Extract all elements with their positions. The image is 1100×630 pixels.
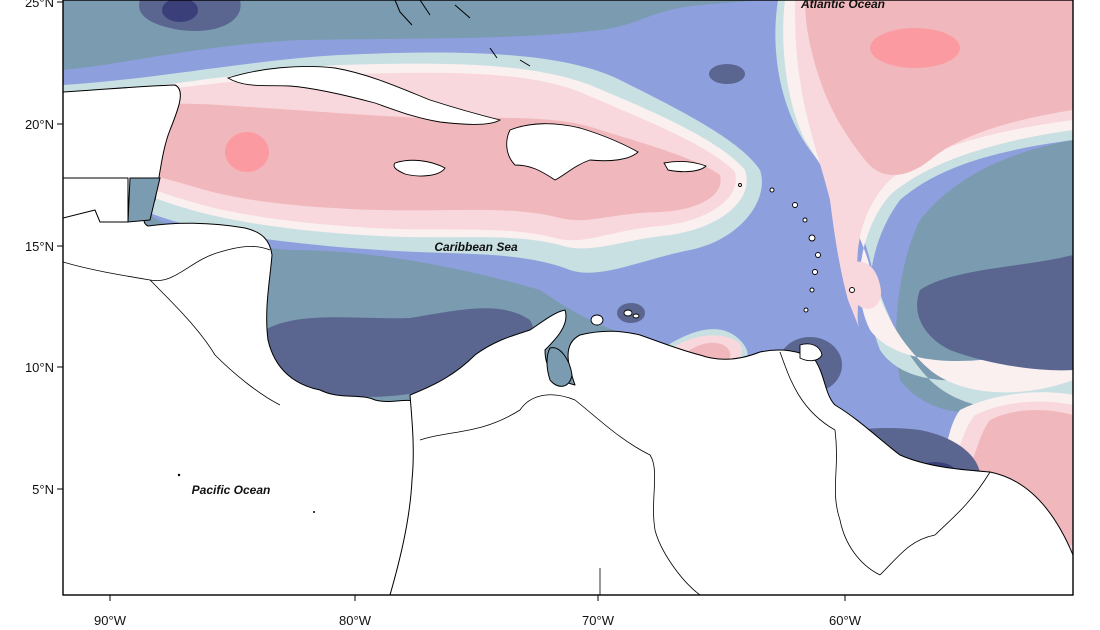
island-trinidad [799,343,823,362]
island-puerto-rico [663,161,707,173]
island-bahamas [394,0,531,67]
label-atlantic-ocean: Atlantic Ocean [800,0,885,11]
land-belize [63,177,129,223]
lat-label-10n: 10°N [25,360,54,375]
island-pacific-islet-2 [313,511,315,513]
islands-abc [590,309,640,326]
lon-label-90w: 90°W [94,613,127,628]
lake-maracaibo [546,347,573,387]
country-borders [63,246,991,595]
label-caribbean-sea: Caribbean Sea [434,240,518,254]
contour-dark-navy-1 [162,0,198,22]
lat-label-25n: 25°N [25,0,54,10]
lon-axis: 90°W 80°W 70°W 60°W [94,595,862,628]
island-jamaica [393,159,446,177]
island-pacific-islet [177,473,181,477]
contour-salmon-2 [870,28,960,68]
map-frame [62,0,1074,596]
lon-label-60w: 60°W [829,613,862,628]
lat-label-20n: 20°N [25,117,54,132]
land-yucatan-gap [127,177,161,223]
lat-label-15n: 15°N [25,239,54,254]
contour-salmon-1 [225,132,269,172]
island-hispaniola [506,123,639,181]
lat-label-5n: 5°N [32,482,54,497]
contour-navy-spot-1 [709,64,745,84]
lon-label-70w: 70°W [582,613,615,628]
lon-label-80w: 80°W [339,613,372,628]
land-masses [63,0,1073,595]
lat-axis: 25°N 20°N 15°N 10°N 5°N [25,0,63,497]
contour-navy-east [917,255,1073,371]
label-pacific-ocean: Pacific Ocean [192,483,271,497]
contour-pink [63,0,1073,548]
island-cuba [226,66,502,125]
islands-lesser-antilles [738,183,855,313]
